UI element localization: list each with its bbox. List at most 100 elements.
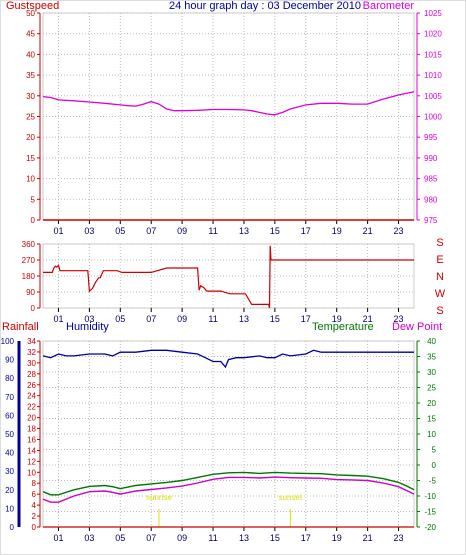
gustspeed-tick-label: 45 (26, 30, 35, 39)
compass-label: S (436, 237, 443, 249)
temperature-humidity-x-tick-label: 13 (239, 533, 249, 543)
humidity-axis-title: Humidity (66, 321, 109, 333)
barometer-tick-label: 1010 (424, 71, 442, 80)
wind-direction-tick-label: 90 (26, 288, 35, 297)
compass-label: S (436, 305, 443, 317)
wind-pressure-x-tick-label: 23 (394, 226, 404, 236)
rainfall-tick-label: 26 (27, 381, 36, 390)
wind-direction-x-tick-label: 03 (84, 314, 94, 324)
barometer-tick-label: 985 (424, 175, 438, 184)
rainfall-tick-label: 32 (27, 348, 36, 357)
wind-direction-x-tick-label: 01 (53, 314, 63, 324)
temperature-humidity-x-tick-label: 19 (332, 533, 342, 543)
wind-pressure-x-tick-label: 01 (53, 226, 63, 236)
wind-direction-tick-label: 0 (31, 304, 36, 313)
barometer-line (42, 91, 415, 116)
wind-pressure-x-tick-label: 09 (177, 226, 187, 236)
temperature-humidity-x-tick-label: 15 (270, 533, 280, 543)
humidity-line (42, 349, 414, 369)
temperature-tick-label: 10 (427, 430, 436, 439)
rainfall-tick-label: 30 (27, 359, 36, 368)
rainfall-tick-label: 34 (27, 337, 36, 346)
rainfall-tick-label: 12 (27, 457, 36, 466)
compass-label: E (436, 254, 443, 266)
gustspeed-tick-label: 20 (26, 133, 35, 142)
wind-direction-x-tick-label: 21 (363, 314, 373, 324)
temperature-humidity-x-tick-label: 05 (115, 533, 125, 543)
barometer-tick-label: 980 (424, 195, 438, 204)
gustspeed-tick-label: 35 (26, 71, 35, 80)
barometer-tick-label: 995 (424, 133, 438, 142)
wind-pressure-x-tick-label: 13 (239, 226, 249, 236)
temperature-axis-title: Temperature (312, 321, 374, 333)
temperature-tick-label: 20 (427, 399, 436, 408)
wind-direction-tick-label: 180 (22, 272, 36, 281)
sunset-label: sunset (279, 493, 303, 502)
temperature-tick-label: -5 (429, 477, 437, 486)
rainfall-tick-label: 18 (27, 425, 36, 434)
rainfall-tick-label: 22 (27, 403, 36, 412)
gustspeed-tick-label: 25 (26, 113, 35, 122)
barometer-tick-label: 975 (424, 216, 438, 225)
dewpoint-line (42, 476, 415, 503)
barometer-axis-title: Barometer (363, 0, 415, 12)
wind-pressure-x-tick-label: 19 (332, 226, 342, 236)
wind-direction-x-tick-label: 09 (177, 314, 187, 324)
dewpoint-axis-title: Dew Point (392, 321, 442, 333)
rainfall-tick-label: 0 (32, 523, 37, 532)
temperature-tick-label: -20 (424, 523, 436, 532)
temperature-humidity-x-tick-label: 01 (53, 533, 63, 543)
wind-direction-tick-label: 360 (22, 240, 36, 249)
barometer-tick-label: 1015 (424, 50, 442, 59)
gustspeed-tick-label: 15 (26, 154, 35, 163)
humidity-tick-label: 20 (5, 486, 14, 495)
wind-pressure-x-tick-label: 21 (363, 226, 373, 236)
temperature-tick-label: 25 (427, 384, 436, 393)
compass-label: N (436, 271, 444, 283)
gustspeed-tick-label: 10 (26, 175, 35, 184)
wind-direction-x-tick-label: 11 (208, 314, 217, 324)
wind-direction-x-tick-label: 13 (239, 314, 249, 324)
wind-pressure-x-tick-label: 03 (84, 226, 94, 236)
humidity-tick-label: 0 (10, 523, 15, 532)
temperature-tick-label: 40 (427, 337, 436, 346)
wind-direction-tick-label: 270 (22, 256, 36, 265)
rainfall-tick-label: 24 (27, 392, 36, 401)
wind-pressure-x-tick-label: 15 (270, 226, 280, 236)
temperature-tick-label: 5 (432, 446, 437, 455)
temperature-tick-label: -15 (424, 508, 436, 517)
wind-direction-x-tick-label: 15 (270, 314, 280, 324)
compass-label: W (435, 288, 446, 300)
rainfall-tick-label: 4 (32, 501, 37, 510)
temperature-tick-label: 15 (427, 415, 436, 424)
humidity-tick-label: 30 (5, 467, 14, 476)
barometer-tick-label: 990 (424, 154, 438, 163)
wind-direction-x-tick-label: 19 (332, 314, 342, 324)
humidity-tick-label: 80 (5, 374, 14, 383)
rainfall-tick-label: 14 (27, 446, 36, 455)
temperature-line (42, 471, 415, 496)
temperature-tick-label: 0 (432, 461, 437, 470)
rainfall-tick-label: 6 (32, 490, 37, 499)
rainfall-axis-title: Rainfall (2, 321, 39, 333)
humidity-tick-label: 10 (5, 504, 14, 513)
barometer-tick-label: 1000 (424, 113, 442, 122)
gustspeed-tick-label: 50 (26, 9, 35, 18)
chart-title: 24 hour graph day : 03 December 2010 (169, 0, 361, 12)
humidity-tick-label: 40 (5, 449, 14, 458)
sunrise-label: sunrise (146, 493, 172, 502)
temperature-tick-label: 30 (427, 368, 436, 377)
humidity-tick-label: 50 (5, 430, 14, 439)
wind-direction-x-tick-label: 17 (301, 314, 311, 324)
rainfall-tick-label: 20 (27, 414, 36, 423)
wind-direction-x-tick-label: 07 (146, 314, 156, 324)
rainfall-tick-label: 16 (27, 435, 36, 444)
temperature-tick-label: 35 (427, 353, 436, 362)
temperature-humidity-x-tick-label: 09 (177, 533, 187, 543)
gustspeed-axis-title: Gustspeed (6, 0, 59, 12)
wind-pressure-x-tick-label: 07 (146, 226, 156, 236)
rainfall-tick-label: 2 (32, 512, 37, 521)
